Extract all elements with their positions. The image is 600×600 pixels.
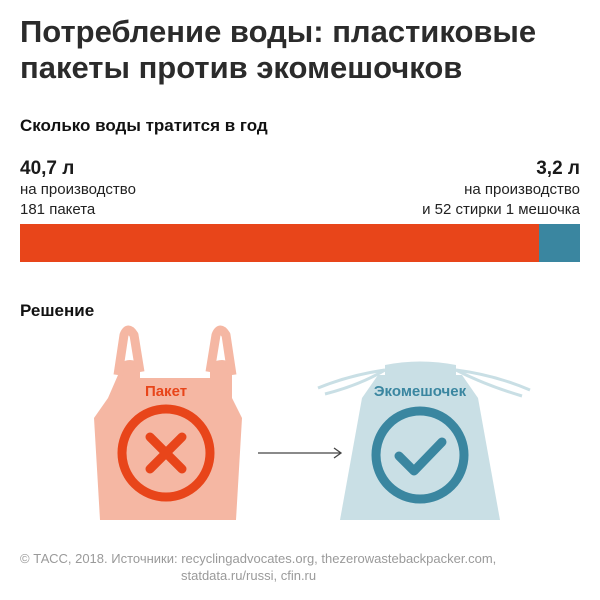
footer-credits: © ТАСС, 2018. Источники: recyclingadvoca…	[20, 550, 496, 584]
plastic-bag-value: 40,7 л	[20, 158, 75, 179]
page-title: Потребление воды: пластиковые пакеты про…	[20, 14, 537, 85]
solution-illustration: Пакет Экомешочек	[94, 325, 531, 520]
plastic-bag-label: Пакет	[145, 383, 187, 400]
eco-bag-bar-segment	[539, 224, 580, 262]
eco-bag-label: Экомешочек	[374, 383, 467, 400]
check-circle	[371, 406, 469, 504]
chart-subtitle: Сколько воды тратится в год	[20, 116, 268, 135]
cross-circle	[117, 404, 215, 502]
eco-bag-desc-line2: и 52 стирки 1 мешочка	[422, 201, 580, 218]
cross-icon	[145, 432, 187, 474]
eco-bag-value: 3,2 л	[536, 158, 580, 179]
plastic-bag-stat: 40,7 л на производство 181 пакета	[20, 158, 136, 220]
plastic-bag-icon: Пакет	[94, 325, 242, 520]
plastic-bag-desc-line1: на производство	[20, 181, 136, 198]
checkmark-icon	[394, 437, 447, 476]
solution-title: Решение	[20, 301, 95, 320]
arrow-right-icon	[258, 447, 343, 459]
plastic-bag-desc-line2: 181 пакета	[20, 201, 96, 218]
eco-bag-icon: Экомешочек	[317, 361, 531, 520]
footer-line1: © ТАСС, 2018. Источники: recyclingadvoca…	[20, 551, 497, 566]
footer-line2: statdata.ru/russi, cfin.ru	[181, 568, 317, 583]
eco-bag-stat: 3,2 л на производство и 52 стирки 1 мешо…	[422, 158, 580, 220]
eco-bag-desc-line1: на производство	[464, 181, 580, 198]
water-usage-bar	[20, 224, 580, 262]
plastic-bag-bar-segment	[20, 224, 540, 262]
